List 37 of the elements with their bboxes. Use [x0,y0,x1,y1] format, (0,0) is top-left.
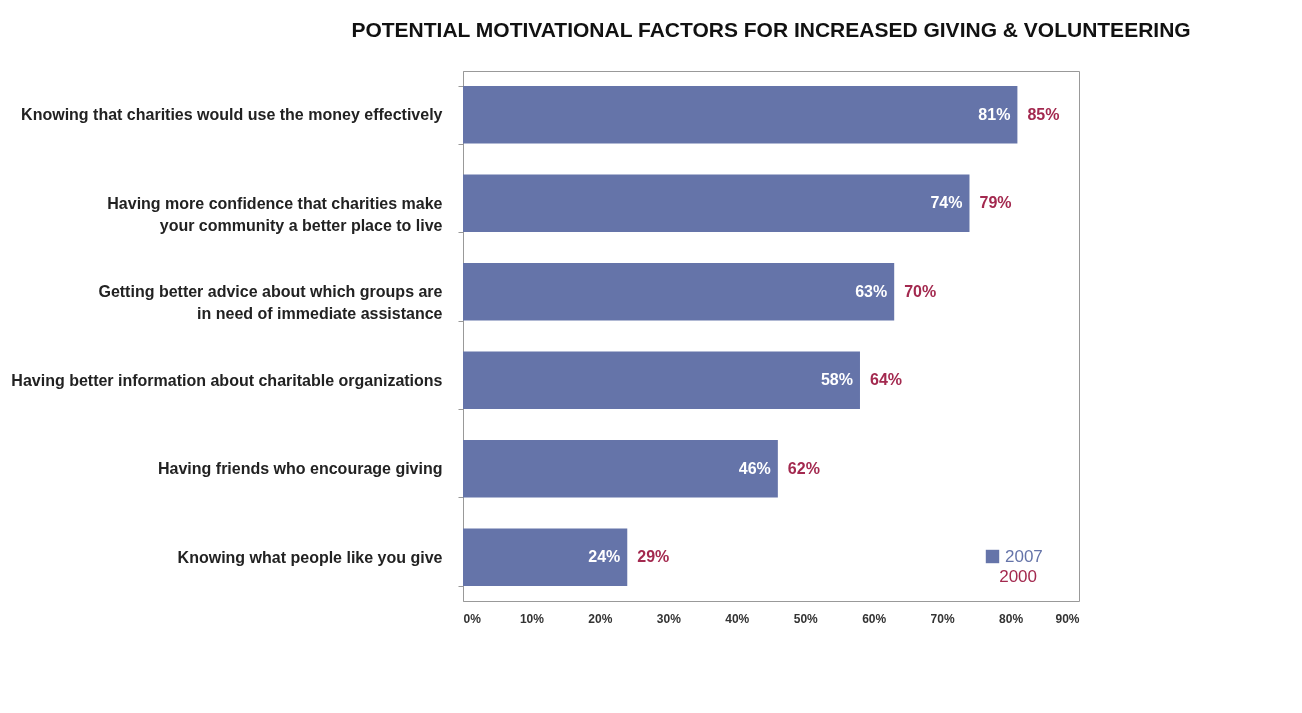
annotation: 29% [637,548,670,566]
y-tick-label: Having friends who encourage giving [158,460,443,478]
x-tick-label: 30% [656,611,682,626]
x-tick-label: 10% [519,611,545,626]
y-tick-label: Getting better advice about which groups are in need of immediate assistance [98,283,443,323]
annotation: 79% [979,194,1012,212]
legend-label: 2007 [1005,546,1043,566]
x-tick-label: 50% [793,611,819,626]
y-tick-label: Knowing what people like you give [177,548,443,566]
data-label: 46% [738,459,771,477]
y-tick-label: Having more confidence that charities make your community a better place to live [107,194,443,234]
annotation: 64% [869,371,903,389]
bar [463,439,778,498]
bar [463,528,628,586]
y-tick-label: Having better information about charitable organizations [11,371,443,389]
x-tick-label: 90% [1055,611,1080,626]
annotation: 62% [787,459,820,477]
x-tick-label: 80% [999,611,1024,626]
bar [463,263,895,321]
data-label: 74% [930,194,963,212]
bar [463,174,970,233]
data-label: 81% [978,105,1011,123]
y-tick-label: Knowing that charities would use the money effectively [21,106,443,124]
bar [463,351,860,409]
bar [463,86,1018,144]
annotation: 2000 [999,567,1037,586]
chart-title: POTENTIAL MOTIVATIONAL FACTORS FOR INCREASED GIVING & VOLUNTEERING [351,18,1191,41]
x-tick-label: 20% [588,611,613,626]
x-tick-label: 60% [862,611,887,626]
data-label: 24% [588,548,621,566]
x-tick-label: 70% [930,611,955,626]
x-tick-label: 0% [463,611,482,626]
data-label: 58% [820,371,853,389]
annotation: 70% [904,282,937,300]
x-tick-label: 40% [725,611,750,626]
annotation: 85% [1027,105,1060,123]
data-label: 63% [855,282,888,300]
